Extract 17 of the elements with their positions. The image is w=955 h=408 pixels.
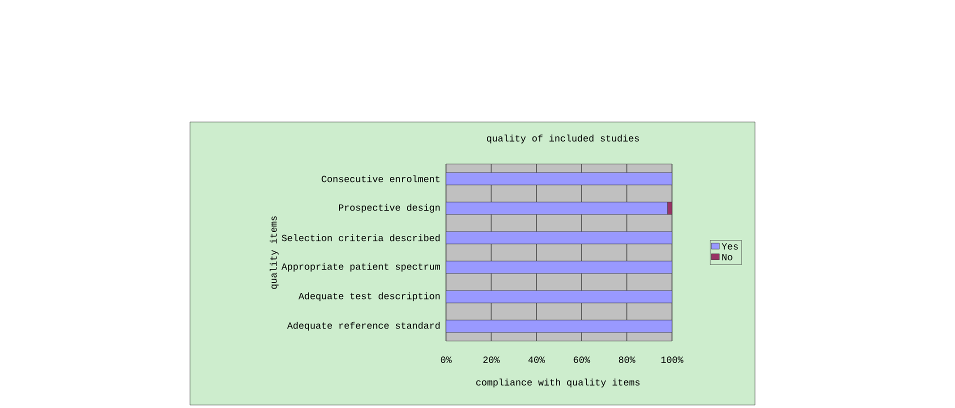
x-tick-label: 60% bbox=[574, 356, 590, 363]
y-tick-label: Selection criteria described bbox=[282, 234, 440, 242]
y-tick-label: Prospective design bbox=[339, 204, 440, 213]
x-tick-label: 0% bbox=[440, 356, 452, 363]
y-axis-title: quality items bbox=[270, 216, 279, 289]
chart-title: quality of included studies bbox=[486, 134, 639, 144]
legend-label: Yes bbox=[722, 243, 738, 250]
x-axis-title: compliance with quality items bbox=[476, 378, 640, 388]
y-tick-label: Appropriate patient spectrum bbox=[281, 262, 440, 272]
y-tick-label: Consecutive enrolment bbox=[322, 175, 440, 182]
x-tick-label: 40% bbox=[528, 356, 545, 363]
y-tick-label: Adequate reference standard bbox=[287, 322, 440, 331]
y-tick-label: Adequate test description bbox=[298, 292, 440, 302]
x-tick-label: 20% bbox=[483, 356, 500, 363]
x-tick-label: 80% bbox=[618, 356, 636, 363]
legend-label: No bbox=[722, 254, 732, 260]
x-tick-label: 100% bbox=[661, 356, 684, 363]
